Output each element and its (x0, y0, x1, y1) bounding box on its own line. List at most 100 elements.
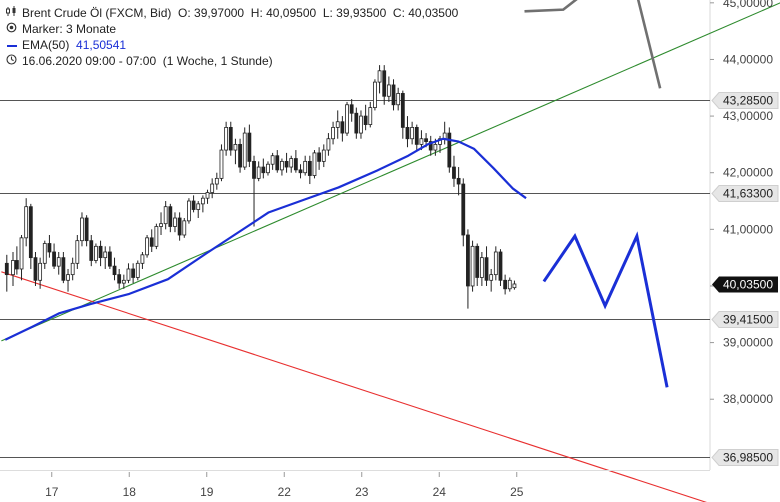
candle-body-up (386, 84, 391, 97)
candle (117, 268, 122, 289)
candle-body-up (224, 127, 229, 151)
candle (373, 79, 377, 111)
level-price-tag (711, 449, 779, 466)
candle-body-up (200, 197, 205, 205)
price-axis: 38,0000039,0000040,0000041,0000042,00000… (710, 0, 773, 406)
candle-body-up (163, 206, 168, 225)
candle-body-down (447, 132, 452, 168)
candle-body-down (293, 158, 298, 171)
candle-body-down (14, 260, 19, 270)
candle (498, 249, 503, 286)
candle-body-up (512, 283, 517, 289)
candle (303, 155, 308, 176)
candle-body-up (187, 200, 191, 222)
candle-body-up (377, 70, 382, 83)
candle (503, 274, 508, 295)
interval: (1 Woche, 1 Stunde) (162, 54, 273, 68)
candle-body-up (196, 203, 201, 210)
candle (131, 263, 136, 284)
candle-body-up (11, 260, 15, 276)
candle-body-down (414, 127, 419, 145)
candle (400, 90, 405, 139)
candle-body-up (368, 107, 373, 125)
current-price-label: 40,03500 (723, 278, 773, 292)
level-price-tag (711, 92, 779, 109)
candle-body-down (149, 237, 154, 247)
candle (345, 101, 349, 136)
candle-body-up (419, 138, 424, 145)
projection-blue (542, 231, 669, 388)
candle (442, 121, 447, 145)
y-tick-label: 39,00000 (723, 336, 773, 350)
candle (298, 164, 303, 179)
candle (340, 116, 345, 142)
header-ema-row[interactable]: EMA(50) 41,50541 (6, 38, 126, 52)
candle (461, 178, 466, 247)
candle (19, 235, 24, 281)
candle-body-up (312, 152, 317, 176)
candle (256, 161, 261, 182)
candle (182, 218, 187, 238)
candle (307, 155, 312, 185)
candle (377, 65, 382, 94)
candle-body-up (280, 160, 284, 171)
candle-body-down (275, 155, 280, 171)
candle-body-up (24, 206, 29, 239)
header-range-row: 16.06.2020 09:00 - 07:00 (1 Woche, 1 Stu… (6, 54, 273, 68)
candle (177, 212, 182, 241)
candle-body-down (98, 245, 103, 259)
ema-line (4, 137, 527, 341)
candle (42, 240, 47, 269)
candle (289, 155, 294, 173)
candle (396, 87, 401, 111)
candle (121, 274, 126, 289)
candle-body-down (484, 257, 489, 281)
ohlc-low: L: 39,93500 (322, 6, 387, 20)
y-tick-label: 43,00000 (723, 109, 773, 123)
candle (238, 138, 242, 173)
candle-body-down (461, 183, 466, 236)
x-tick-label: 19 (200, 485, 214, 499)
header-marker-row[interactable]: Marker: 3 Monate (6, 22, 116, 36)
candle-body-up (66, 274, 70, 281)
candle-body-up (56, 257, 61, 267)
candle (270, 152, 275, 170)
candle (512, 280, 517, 290)
candle (107, 246, 112, 269)
candle-body-up (42, 243, 47, 264)
candle (89, 235, 94, 267)
candle-body-up (373, 81, 377, 108)
candle (66, 268, 70, 292)
candle-body-up (331, 127, 335, 140)
candle (386, 76, 391, 102)
candle (447, 127, 452, 173)
projections (524, 0, 669, 388)
candle (191, 195, 196, 213)
ohlc-close: C: 40,03500 (392, 6, 459, 20)
candle-body-up (103, 251, 108, 259)
candle-body-up (326, 138, 331, 151)
candle-body-down (33, 257, 38, 281)
candle-body-up (289, 158, 294, 168)
candle (317, 147, 322, 170)
candle-body-down (168, 206, 173, 227)
candle-body-down (466, 234, 470, 287)
candle-body-down (475, 245, 480, 278)
marker-label: Marker: 3 Monate (22, 22, 117, 36)
y-tick-label: 42,00000 (723, 166, 773, 180)
candle (428, 135, 433, 156)
candle (261, 158, 266, 179)
x-tick-label: 23 (355, 485, 369, 499)
candle (196, 201, 201, 219)
candle (252, 155, 256, 227)
candle-body-up (489, 274, 494, 281)
y-tick-label: 41,00000 (723, 222, 773, 236)
candle-body-up (210, 183, 215, 193)
candle-body-down (28, 206, 33, 259)
candle-body-up (396, 93, 401, 106)
candle (475, 243, 480, 286)
candle (405, 116, 410, 148)
candle-body-up (410, 127, 415, 140)
current-price-tag (712, 276, 778, 293)
candle-body-down (191, 200, 196, 210)
